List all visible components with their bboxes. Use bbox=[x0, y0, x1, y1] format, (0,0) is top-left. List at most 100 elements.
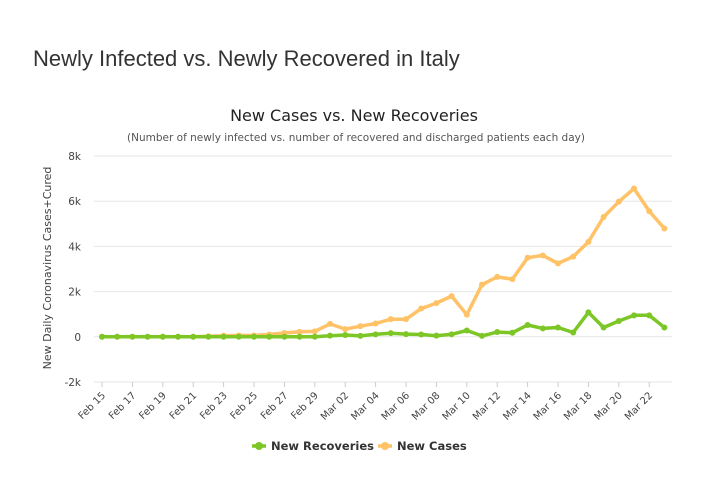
data-point[interactable] bbox=[600, 324, 607, 331]
data-point[interactable] bbox=[494, 329, 501, 336]
data-point[interactable] bbox=[463, 327, 470, 334]
x-tick-label: Mar 08 bbox=[410, 390, 442, 422]
data-point[interactable] bbox=[555, 324, 561, 331]
data-point[interactable] bbox=[190, 333, 197, 340]
x-tick-label: Mar 02 bbox=[319, 390, 351, 422]
chart-subtitle: (Number of newly infected vs. number of … bbox=[127, 132, 585, 144]
legend-label: New Recoveries bbox=[271, 439, 374, 453]
series-layer bbox=[99, 185, 668, 340]
data-point[interactable] bbox=[524, 254, 531, 261]
data-point[interactable] bbox=[327, 332, 333, 339]
data-point[interactable] bbox=[585, 238, 592, 245]
x-tick-label: Feb 29 bbox=[289, 390, 321, 422]
data-point[interactable] bbox=[433, 332, 440, 339]
data-point[interactable] bbox=[539, 325, 546, 332]
x-tick-label: Mar 14 bbox=[501, 390, 533, 422]
data-point[interactable] bbox=[463, 311, 470, 318]
data-point[interactable] bbox=[372, 320, 379, 327]
x-tick-label: Feb 17 bbox=[107, 390, 139, 422]
y-tick-label: -2k bbox=[64, 377, 81, 389]
data-point[interactable] bbox=[418, 305, 425, 312]
y-axis-label: New Daily Coronavirus Cases+Cured bbox=[41, 167, 54, 370]
data-point[interactable] bbox=[387, 330, 394, 337]
data-point[interactable] bbox=[327, 320, 333, 327]
y-axis-ticks: -2k 0 2k 4k 6k 8k bbox=[64, 151, 81, 389]
data-point[interactable] bbox=[159, 333, 166, 340]
data-point[interactable] bbox=[600, 214, 607, 221]
data-point[interactable] bbox=[129, 333, 136, 340]
legend: New Recoveries New Cases bbox=[252, 439, 467, 453]
data-point[interactable] bbox=[585, 309, 592, 316]
data-point[interactable] bbox=[509, 276, 516, 283]
data-point[interactable] bbox=[479, 332, 485, 339]
legend-item-new-recoveries[interactable]: New Recoveries bbox=[252, 439, 374, 453]
data-point[interactable] bbox=[114, 333, 121, 340]
data-point[interactable] bbox=[555, 260, 561, 267]
x-tick-label: Feb 19 bbox=[137, 390, 169, 422]
data-point[interactable] bbox=[646, 312, 653, 319]
x-tick-label: Mar 18 bbox=[562, 390, 594, 422]
data-point[interactable] bbox=[357, 323, 364, 330]
data-point[interactable] bbox=[570, 253, 577, 260]
data-point[interactable] bbox=[342, 326, 349, 333]
legend-marker bbox=[255, 442, 263, 450]
data-point[interactable] bbox=[296, 333, 303, 340]
data-point[interactable] bbox=[175, 333, 181, 340]
chart-title: New Cases vs. New Recoveries bbox=[230, 106, 478, 125]
data-point[interactable] bbox=[570, 329, 577, 336]
data-point[interactable] bbox=[220, 333, 227, 340]
data-point[interactable] bbox=[524, 322, 531, 329]
data-point[interactable] bbox=[615, 198, 622, 205]
data-point[interactable] bbox=[448, 293, 455, 300]
data-point[interactable] bbox=[296, 328, 303, 335]
x-tick-label: Mar 16 bbox=[532, 390, 564, 422]
series-line bbox=[100, 310, 667, 339]
x-tick-label: Feb 21 bbox=[168, 390, 200, 422]
data-point[interactable] bbox=[99, 333, 105, 340]
data-point[interactable] bbox=[539, 252, 546, 259]
data-point[interactable] bbox=[387, 316, 394, 323]
data-point[interactable] bbox=[494, 273, 501, 280]
legend-marker bbox=[381, 442, 389, 450]
series-line bbox=[100, 186, 667, 339]
data-point[interactable] bbox=[479, 281, 485, 288]
y-tick-label: 6k bbox=[68, 196, 82, 208]
data-point[interactable] bbox=[403, 331, 409, 338]
data-point[interactable] bbox=[144, 333, 151, 340]
data-point[interactable] bbox=[311, 333, 318, 340]
data-point[interactable] bbox=[631, 185, 637, 192]
x-tick-label: Mar 06 bbox=[380, 390, 412, 422]
data-point[interactable] bbox=[509, 329, 516, 336]
data-point[interactable] bbox=[281, 333, 288, 340]
legend-label: New Cases bbox=[397, 439, 467, 453]
data-point[interactable] bbox=[235, 333, 242, 340]
data-point[interactable] bbox=[251, 333, 257, 340]
series-new-recoveries bbox=[99, 309, 668, 340]
x-tick-label: Feb 25 bbox=[229, 390, 261, 422]
data-point[interactable] bbox=[311, 328, 318, 335]
data-point[interactable] bbox=[205, 333, 212, 340]
data-point[interactable] bbox=[615, 317, 622, 324]
data-point[interactable] bbox=[646, 208, 653, 215]
x-tick-label: Feb 15 bbox=[77, 390, 109, 422]
data-point[interactable] bbox=[448, 331, 455, 338]
data-point[interactable] bbox=[372, 331, 379, 338]
data-point[interactable] bbox=[266, 333, 273, 340]
x-tick-label: Feb 27 bbox=[259, 390, 291, 422]
legend-item-new-cases[interactable]: New Cases bbox=[378, 439, 467, 453]
page-heading: Newly Infected vs. Newly Recovered in It… bbox=[33, 46, 460, 71]
x-tick-label: Mar 12 bbox=[471, 390, 503, 422]
data-point[interactable] bbox=[661, 324, 668, 331]
data-point[interactable] bbox=[403, 316, 409, 323]
y-tick-label: 4k bbox=[68, 241, 82, 253]
data-point[interactable] bbox=[357, 332, 364, 339]
data-point[interactable] bbox=[342, 331, 349, 338]
x-tick-label: Feb 23 bbox=[198, 390, 230, 422]
data-point[interactable] bbox=[433, 300, 440, 307]
y-tick-label: 8k bbox=[68, 151, 82, 163]
data-point[interactable] bbox=[661, 225, 668, 232]
data-point[interactable] bbox=[631, 312, 637, 319]
data-point[interactable] bbox=[418, 331, 425, 338]
